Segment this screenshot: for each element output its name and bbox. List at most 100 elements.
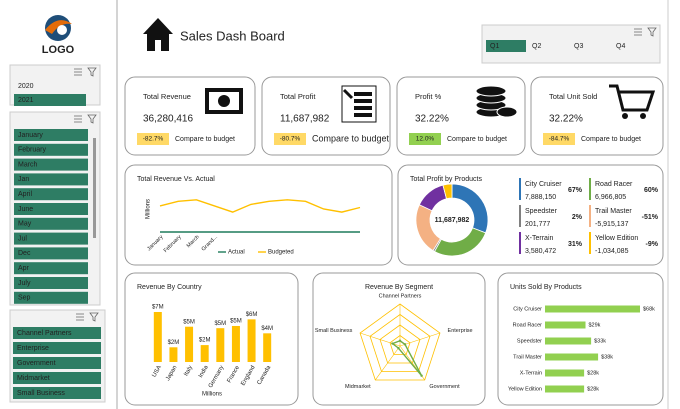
radar-spoke <box>375 345 401 381</box>
slicer-item <box>13 327 101 339</box>
segment-option[interactable]: Channel Partners <box>17 330 72 337</box>
axis-label: Channel Partners <box>379 293 422 299</box>
list-icon <box>634 28 642 36</box>
kpi-change-box <box>274 133 306 145</box>
segment-option[interactable]: Midmarket <box>17 375 50 382</box>
month-option[interactable]: Sep <box>18 295 31 302</box>
radar-point <box>391 342 394 345</box>
coin-icon <box>496 106 518 118</box>
month-option[interactable]: May <box>18 221 32 228</box>
list-icon <box>74 115 82 123</box>
slicer-item <box>13 372 101 384</box>
quarter-option[interactable]: Q2 <box>532 43 541 50</box>
legend-value: -5,915,137 <box>595 221 629 228</box>
radar-point <box>398 339 402 342</box>
y-tick-label: Road Racer <box>513 322 543 328</box>
bar <box>200 345 209 362</box>
month-option[interactable]: Jul <box>18 235 27 242</box>
register-icon <box>354 92 372 96</box>
donut-slice <box>442 183 453 200</box>
bar <box>545 305 640 313</box>
cart-icon <box>622 113 628 119</box>
bar <box>247 319 256 362</box>
bar <box>545 385 585 393</box>
slicer-item <box>14 188 88 201</box>
kpi-value: 11,687,982 <box>280 114 330 125</box>
year-option[interactable]: 2020 <box>18 83 34 90</box>
quarter-option[interactable]: Q3 <box>574 43 583 50</box>
chart-title: Total Profit by Products <box>410 176 482 183</box>
month-option[interactable]: Dec <box>18 250 31 257</box>
kpi-change: 12.0% <box>416 136 435 143</box>
logo-text: LOGO <box>42 44 75 56</box>
value-label: $5M <box>230 319 242 325</box>
legend-swatch <box>589 178 591 200</box>
segment-option[interactable]: Small Business <box>17 390 65 397</box>
kpi-note: Compare to budget <box>581 136 641 143</box>
value-label: $5M <box>214 321 226 327</box>
month-option[interactable]: April <box>18 191 32 198</box>
year-option[interactable]: 2021 <box>18 97 34 104</box>
logo-dot <box>57 25 67 35</box>
bar <box>169 347 178 362</box>
slicer-item <box>14 262 88 275</box>
segment-option[interactable]: Enterprise <box>17 345 49 352</box>
month-option[interactable]: February <box>18 147 47 154</box>
bar <box>231 325 240 362</box>
axis-label: Enterprise <box>448 328 473 334</box>
chart-title: Revenue By Segment <box>365 284 433 291</box>
filter-icon <box>647 27 657 37</box>
chart-panel <box>124 272 299 406</box>
y-tick-label: City Cruiser <box>513 306 542 312</box>
legend-value: 7,888,150 <box>525 194 556 201</box>
chart-title: Total Revenue Vs. Actual <box>137 176 215 183</box>
bar <box>153 312 162 362</box>
legend-value: 3,580,472 <box>525 248 556 255</box>
quarter-option[interactable]: Q4 <box>616 43 625 50</box>
quarter-option[interactable]: Q1 <box>490 43 499 50</box>
register-icon <box>354 113 372 117</box>
filter-icon <box>87 67 97 77</box>
value-label: $6M <box>246 312 258 318</box>
value-label: $68k <box>643 306 655 312</box>
kpi-change: -80.7% <box>280 136 301 143</box>
kpi-note: Compare to budget <box>175 136 235 143</box>
kpi-note: Compare to budget <box>447 136 507 143</box>
legend-label: Trail Master <box>595 208 632 215</box>
bar <box>545 369 585 377</box>
legend-value: -1,034,085 <box>595 248 629 255</box>
legend-swatch <box>519 232 521 254</box>
chart-panel <box>124 164 393 266</box>
month-option[interactable]: June <box>18 206 33 213</box>
bar <box>185 326 194 362</box>
bar <box>216 328 225 362</box>
kpi-value: 32.22% <box>415 114 449 125</box>
x-tick-label: USA <box>152 365 163 379</box>
slicer-item <box>486 40 526 52</box>
kpi-value: 32.22% <box>549 114 583 125</box>
home-icon <box>143 18 173 51</box>
month-option[interactable]: January <box>18 132 43 139</box>
chart-panel <box>312 272 486 406</box>
month-option[interactable]: March <box>18 161 38 168</box>
value-label: $38k <box>601 354 613 360</box>
segment-option[interactable]: Government <box>17 360 56 367</box>
radar-point <box>397 346 400 350</box>
month-option[interactable]: Jan <box>18 176 29 183</box>
x-axis-label: Millions <box>202 392 222 398</box>
month-option[interactable]: July <box>18 280 31 287</box>
donut-center: 11,687,982 <box>435 217 470 224</box>
segment-slicer <box>9 309 106 403</box>
kpi-title: Total Unit Sold <box>549 92 597 101</box>
month-option[interactable]: Apr <box>18 265 30 272</box>
legend-share: 31% <box>568 241 583 248</box>
legend-value: 201,777 <box>525 221 550 228</box>
radar-point <box>403 343 407 346</box>
legend-label: Speedster <box>525 208 558 215</box>
value-label: $4M <box>261 326 273 332</box>
kpi-title: Profit % <box>415 92 442 101</box>
radar-grid <box>369 314 431 372</box>
value-label: $33k <box>594 338 606 344</box>
slicer-item <box>13 342 101 354</box>
